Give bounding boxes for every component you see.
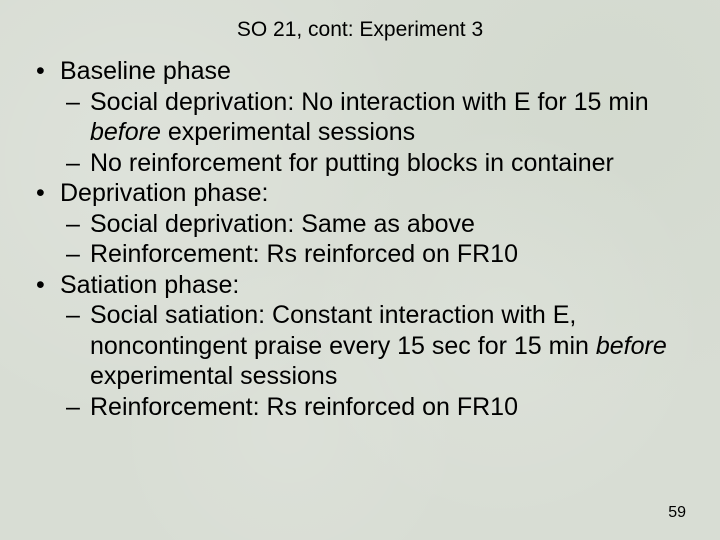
bullet-label: Deprivation phase: bbox=[60, 179, 268, 207]
sub-text-post: experimental sessions bbox=[90, 362, 337, 390]
bullet-deprivation: Deprivation phase: Social deprivation: S… bbox=[34, 178, 686, 270]
sub-item: Social deprivation: No interaction with … bbox=[60, 87, 686, 148]
sub-text-pre: Social satiation: Constant interaction w… bbox=[90, 301, 596, 360]
sub-text-pre: Social deprivation: No interaction with … bbox=[90, 88, 649, 116]
sub-text-pre: No reinforcement for putting blocks in c… bbox=[90, 149, 614, 177]
sub-item: Reinforcement: Rs reinforced on FR10 bbox=[60, 239, 686, 270]
sub-text-pre: Social deprivation: Same as above bbox=[90, 210, 475, 238]
sub-item: Reinforcement: Rs reinforced on FR10 bbox=[60, 392, 686, 423]
sub-list: Social deprivation: No interaction with … bbox=[60, 87, 686, 179]
bullet-baseline: Baseline phase Social deprivation: No in… bbox=[34, 56, 686, 178]
slide-title: SO 21, cont: Experiment 3 bbox=[34, 18, 686, 42]
sub-text-pre: Reinforcement: Rs reinforced on FR10 bbox=[90, 393, 518, 421]
sub-item: Social deprivation: Same as above bbox=[60, 209, 686, 240]
sub-text-em: before bbox=[596, 332, 667, 360]
bullet-label: Satiation phase: bbox=[60, 271, 239, 299]
bullet-label: Baseline phase bbox=[60, 57, 231, 85]
sub-text-post: experimental sessions bbox=[161, 118, 415, 146]
slide: SO 21, cont: Experiment 3 Baseline phase… bbox=[0, 0, 720, 540]
sub-text-em: before bbox=[90, 118, 161, 146]
bullet-list: Baseline phase Social deprivation: No in… bbox=[34, 56, 686, 422]
page-number: 59 bbox=[668, 504, 686, 522]
sub-text-pre: Reinforcement: Rs reinforced on FR10 bbox=[90, 240, 518, 268]
bullet-satiation: Satiation phase: Social satiation: Const… bbox=[34, 270, 686, 423]
sub-item: No reinforcement for putting blocks in c… bbox=[60, 148, 686, 179]
sub-list: Social satiation: Constant interaction w… bbox=[60, 300, 686, 422]
sub-item: Social satiation: Constant interaction w… bbox=[60, 300, 686, 392]
sub-list: Social deprivation: Same as above Reinfo… bbox=[60, 209, 686, 270]
